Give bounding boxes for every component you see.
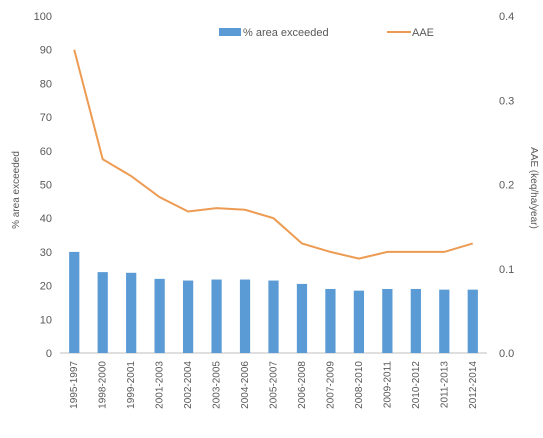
y2-tick-label: 0.2 (499, 180, 514, 192)
x-tick-label: 2006-2008 (297, 361, 308, 409)
bar (468, 290, 478, 353)
x-tick-label: 2012-2014 (468, 361, 479, 409)
y2-tick-label: 0.0 (499, 348, 514, 360)
x-tick-label: 2004-2006 (240, 361, 251, 409)
x-tick-label: 2008-2010 (354, 361, 365, 409)
y-tick-label: 100 (34, 11, 52, 23)
y-tick-label: 60 (40, 146, 52, 158)
legend-label-bars: % area exceeded (243, 27, 329, 39)
bar (240, 280, 250, 353)
bar (411, 289, 421, 353)
bar (382, 289, 392, 353)
y-tick-label: 0 (46, 348, 52, 360)
y-tick-label: 20 (40, 281, 52, 293)
x-tick-label: 1999-2001 (126, 361, 137, 409)
y-tick-label: 90 (40, 45, 52, 57)
legend-label-line: AAE (412, 27, 434, 39)
x-tick-label: 1995-1997 (69, 361, 80, 409)
y-tick-label: 40 (40, 213, 52, 225)
bar (354, 291, 364, 353)
y-axis-label: % area exceeded (11, 151, 22, 229)
y2-axis-label: AAE (keq/ha/year) (528, 147, 539, 229)
x-tick-label: 2001-2003 (155, 361, 166, 409)
bar (126, 273, 136, 353)
x-tick-label: 2009-2011 (382, 361, 393, 409)
x-tick-label: 2005-2007 (269, 361, 280, 409)
line-series (74, 50, 473, 259)
legend: % area exceeded AAE (219, 27, 434, 39)
x-tick-label: 1998-2000 (98, 361, 109, 409)
bar (268, 281, 278, 353)
bar (297, 284, 307, 353)
x-tick-label: 2002-2004 (183, 361, 194, 409)
bar (439, 290, 449, 353)
bar (155, 279, 165, 353)
legend-swatch-bars (219, 28, 241, 36)
y-tick-label: 50 (40, 180, 52, 192)
y-tick-label: 70 (40, 112, 52, 124)
y-tick-label: 80 (40, 78, 52, 90)
y2-tick-label: 0.1 (499, 264, 514, 276)
bar (211, 280, 221, 353)
bar (98, 272, 108, 353)
y2-tick-label: 0.3 (499, 95, 514, 107)
x-tick-label: 2010-2012 (411, 361, 422, 409)
bar (183, 281, 193, 353)
x-tick-label: 2011-2013 (439, 361, 450, 409)
bar (69, 252, 79, 353)
bar (325, 289, 335, 353)
y2-tick-label: 0.4 (499, 11, 514, 23)
x-tick-label: 2007-2009 (325, 361, 336, 409)
x-tick-label: 2003-2005 (212, 361, 223, 409)
y-tick-label: 30 (40, 247, 52, 259)
y-tick-label: 10 (40, 314, 52, 326)
aae-line (74, 50, 473, 259)
bar-series (69, 252, 478, 353)
